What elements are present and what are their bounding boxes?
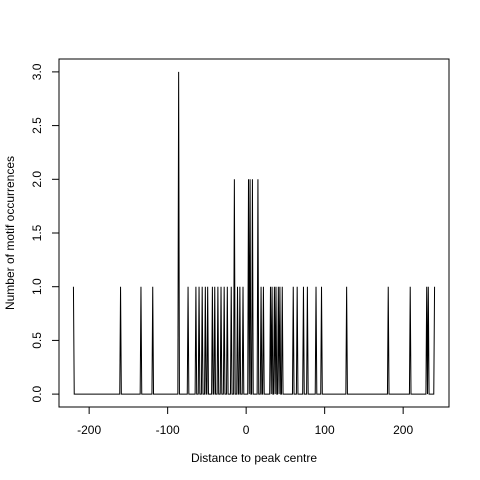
y-tick-label: 1.5 <box>30 224 44 241</box>
data-line <box>72 71 436 395</box>
y-tick-label: 0.5 <box>30 332 44 349</box>
y-tick-label: 3.0 <box>30 63 44 80</box>
x-tick-label: 200 <box>393 423 413 437</box>
x-axis-label: Distance to peak centre <box>191 451 317 465</box>
y-axis-label: Number of motif occurrences <box>3 156 17 310</box>
y-tick-label: 0.0 <box>30 385 44 402</box>
x-tick-label: 0 <box>243 423 250 437</box>
y-tick-label: 2.0 <box>30 171 44 188</box>
x-tick-label: -100 <box>156 423 180 437</box>
x-tick-label: 100 <box>315 423 335 437</box>
x-tick-label: -200 <box>77 423 101 437</box>
y-tick-label: 2.5 <box>30 117 44 134</box>
y-tick-label: 1.0 <box>30 278 44 295</box>
